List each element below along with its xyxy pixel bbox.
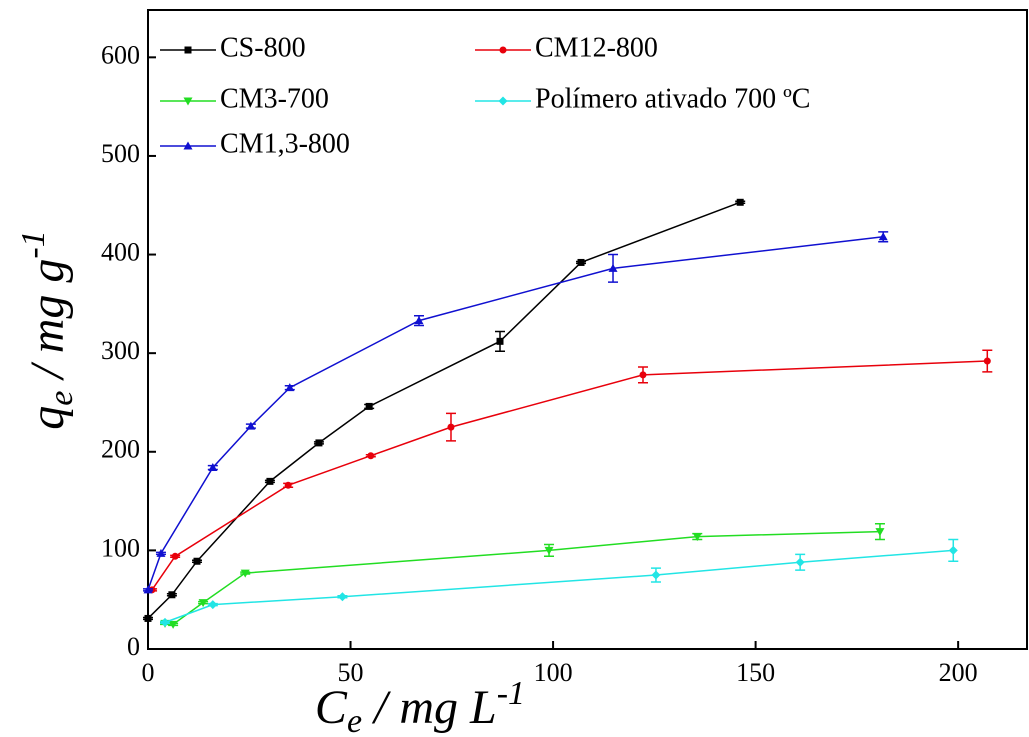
point <box>246 421 256 430</box>
point <box>198 599 208 608</box>
point <box>367 452 375 460</box>
point <box>608 263 618 272</box>
point <box>160 617 170 627</box>
point <box>284 481 292 489</box>
point <box>736 198 744 206</box>
point <box>692 533 702 542</box>
point <box>156 548 166 557</box>
point <box>795 557 805 567</box>
point <box>168 620 178 629</box>
x-tick-label: 100 <box>534 658 573 687</box>
point <box>143 585 153 594</box>
point <box>266 477 274 485</box>
point <box>208 463 218 472</box>
y-tick-label: 400 <box>101 238 140 267</box>
legend-label: CM1,3-800 <box>220 128 350 159</box>
y-label-rest: / mg g <box>21 259 74 391</box>
x-tick-label: 200 <box>939 658 978 687</box>
x-axis-label: Ce / mg L-1 <box>315 675 525 737</box>
point <box>193 557 201 565</box>
y-tick-label: 100 <box>101 533 140 562</box>
y-axis-label: qe / mg g-1 <box>15 230 80 429</box>
y-tick-label: 0 <box>127 632 140 661</box>
plot-frame <box>147 9 1028 650</box>
legend-marker <box>184 46 192 54</box>
legend-label: CM3-700 <box>220 83 329 114</box>
legend-marker <box>499 46 507 54</box>
legend-marker <box>183 97 193 106</box>
point <box>208 600 218 610</box>
series-line <box>147 201 741 619</box>
x-tick-label: 50 <box>338 658 364 687</box>
x-tick-label: 0 <box>142 658 155 687</box>
x-tick-label: 150 <box>736 658 775 687</box>
y-tick-label: 600 <box>101 40 140 69</box>
point <box>414 316 424 325</box>
y-label-sup: -1 <box>15 230 52 258</box>
point <box>168 591 176 599</box>
point <box>639 371 647 379</box>
y-tick-label: 300 <box>101 336 140 365</box>
point <box>285 383 295 392</box>
point <box>171 552 179 560</box>
series-line <box>147 236 884 591</box>
point <box>365 402 373 410</box>
point <box>875 528 885 537</box>
point <box>878 232 888 241</box>
y-label-sub: e <box>43 391 80 406</box>
point <box>983 357 991 365</box>
point <box>651 570 661 580</box>
y-tick-label: 500 <box>101 139 140 168</box>
legend-label: Polímero ativado 700 ºC <box>535 83 810 114</box>
x-label-sup: -1 <box>497 675 525 712</box>
series-line <box>164 549 954 624</box>
point <box>577 258 585 266</box>
y-tick-label: 200 <box>101 435 140 464</box>
legend-marker <box>183 141 193 150</box>
y-label-main: q <box>21 406 74 430</box>
series-line <box>164 530 880 626</box>
point <box>337 592 347 602</box>
legend-label: CS-800 <box>220 32 306 63</box>
point <box>544 546 554 555</box>
point <box>496 337 504 345</box>
legend-marker <box>498 96 508 106</box>
x-label-rest: / mg L <box>362 681 497 734</box>
point <box>948 545 958 555</box>
point <box>144 614 152 622</box>
point <box>447 423 455 431</box>
x-label-sub: e <box>347 703 362 737</box>
legend-label: CM12-800 <box>535 32 658 63</box>
x-label-main: C <box>315 681 348 734</box>
point <box>240 569 250 578</box>
point <box>315 439 323 447</box>
